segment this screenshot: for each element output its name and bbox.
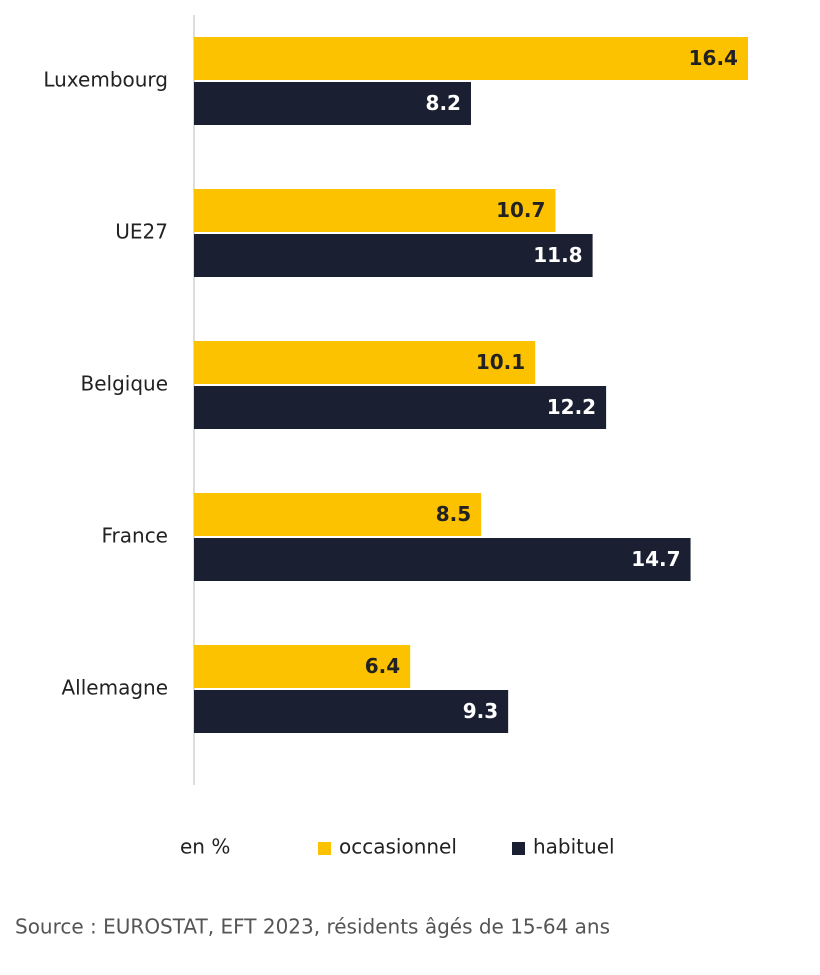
value-label: 8.2 — [426, 91, 461, 115]
bar — [194, 493, 482, 536]
value-label: 10.1 — [476, 350, 525, 374]
bar — [194, 82, 471, 125]
bar — [194, 37, 748, 80]
source: Source : EUROSTAT, EFT 2023, résidents â… — [15, 915, 610, 939]
legend-label: occasionnel — [339, 835, 457, 859]
bar — [194, 189, 556, 232]
value-label: 8.5 — [436, 502, 471, 526]
category-label: UE27 — [115, 220, 168, 244]
value-label: 12.2 — [547, 395, 596, 419]
bar — [194, 386, 607, 429]
value-label: 9.3 — [463, 699, 498, 723]
legend-swatch — [318, 842, 331, 855]
value-label: 6.4 — [365, 654, 400, 678]
value-label: 16.4 — [689, 46, 738, 70]
bar — [194, 234, 593, 277]
bar — [194, 645, 411, 688]
category-label: Allemagne — [61, 676, 168, 700]
legend-swatch — [512, 842, 525, 855]
category-label: Luxembourg — [43, 68, 168, 92]
bar — [194, 341, 536, 384]
category-label: France — [101, 524, 168, 548]
value-label: 10.7 — [496, 198, 545, 222]
category-label: Belgique — [80, 372, 168, 396]
legend-label: habituel — [533, 835, 615, 859]
unit-label: en % — [180, 835, 230, 859]
bar — [194, 690, 509, 733]
value-label: 14.7 — [631, 547, 680, 571]
value-label: 11.8 — [533, 243, 582, 267]
bar — [194, 538, 691, 581]
